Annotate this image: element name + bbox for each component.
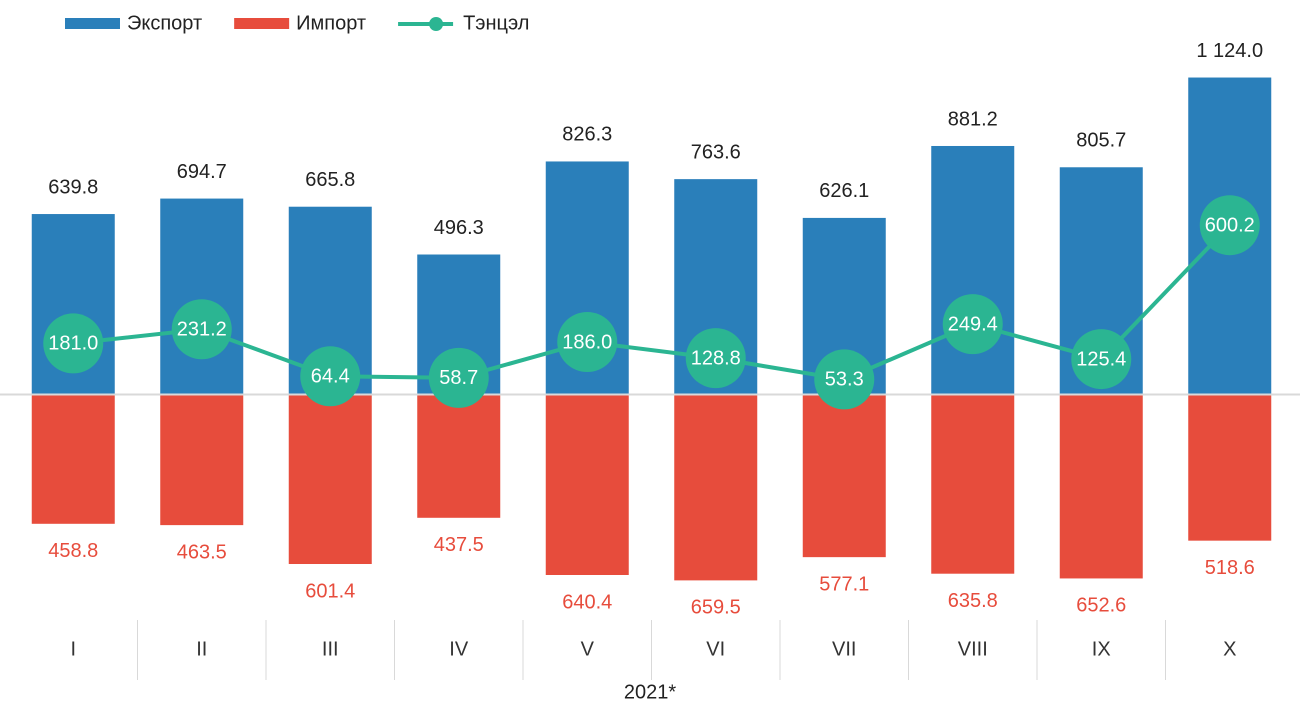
- x-tick-label: IV: [449, 638, 469, 660]
- data-label: 805.7: [1076, 130, 1126, 152]
- bar: [31, 394, 115, 524]
- data-label: 600.2: [1205, 214, 1255, 236]
- x-tick-label: II: [196, 638, 207, 660]
- balance-marker: [171, 299, 232, 360]
- data-label: 496.3: [434, 217, 484, 239]
- bar: [674, 394, 758, 581]
- x-tick-label: VIII: [958, 638, 988, 660]
- data-label: 639.8: [48, 176, 98, 198]
- data-label: 53.3: [825, 369, 864, 391]
- bar: [288, 394, 372, 565]
- data-label: 577.1: [819, 573, 869, 595]
- balance-marker: [1071, 329, 1132, 390]
- bar: [160, 198, 244, 395]
- balance-marker: [1199, 195, 1260, 256]
- x-tick-label: I: [70, 638, 76, 660]
- bar: [931, 394, 1015, 574]
- data-label: 626.1: [819, 180, 869, 202]
- x-axis-label: 2021*: [624, 681, 676, 703]
- data-label: 659.5: [691, 597, 741, 619]
- balance-marker: [685, 328, 746, 389]
- data-label: 437.5: [434, 534, 484, 556]
- bar: [931, 145, 1015, 395]
- data-label: 231.2: [177, 319, 227, 341]
- balance-marker: [300, 346, 361, 407]
- data-label: 518.6: [1205, 557, 1255, 579]
- x-tick-label: III: [322, 638, 339, 660]
- balance-marker: [43, 313, 104, 374]
- data-label: 826.3: [562, 124, 612, 146]
- data-label: 463.5: [177, 541, 227, 563]
- data-label: 186.0: [562, 331, 612, 353]
- data-label: 458.8: [48, 540, 98, 562]
- legend-swatch: [429, 17, 444, 31]
- data-label: 635.8: [948, 590, 998, 612]
- data-label: 249.4: [948, 313, 998, 335]
- bar: [802, 394, 886, 558]
- data-label: 128.8: [691, 347, 741, 369]
- x-tick-label: VII: [832, 638, 856, 660]
- data-label: 601.4: [305, 580, 355, 602]
- data-label: 58.7: [439, 367, 478, 389]
- data-label: 125.4: [1076, 348, 1126, 370]
- data-label: 181.0: [48, 333, 98, 355]
- data-label: 694.7: [177, 161, 227, 183]
- bar: [160, 394, 244, 526]
- x-tick-label: X: [1223, 638, 1236, 660]
- bar: [1059, 394, 1143, 579]
- balance-marker: [942, 294, 1003, 355]
- balance-line: [73, 223, 1232, 382]
- balance-marker: [428, 347, 489, 408]
- data-label: 640.4: [562, 591, 612, 613]
- data-label: 1 124.0: [1196, 40, 1263, 62]
- data-label: 652.6: [1076, 595, 1126, 617]
- x-tick-label: IX: [1092, 638, 1111, 660]
- bar: [545, 394, 629, 576]
- legend-swatch: [234, 18, 290, 29]
- balance-marker: [814, 349, 875, 410]
- data-label: 665.8: [305, 169, 355, 191]
- bar: [417, 394, 501, 518]
- data-label: 64.4: [311, 366, 350, 388]
- x-tick-label: VI: [706, 638, 725, 660]
- x-tick-label: V: [581, 638, 595, 660]
- legend-swatch: [65, 18, 120, 29]
- legend-label: Экспорт: [127, 12, 202, 34]
- data-label: 763.6: [691, 141, 741, 163]
- bar: [1188, 394, 1272, 541]
- balance-marker: [557, 311, 618, 372]
- data-label: 881.2: [948, 108, 998, 130]
- legend-label: Импорт: [296, 12, 366, 34]
- legend-label: Тэнцэл: [463, 12, 529, 34]
